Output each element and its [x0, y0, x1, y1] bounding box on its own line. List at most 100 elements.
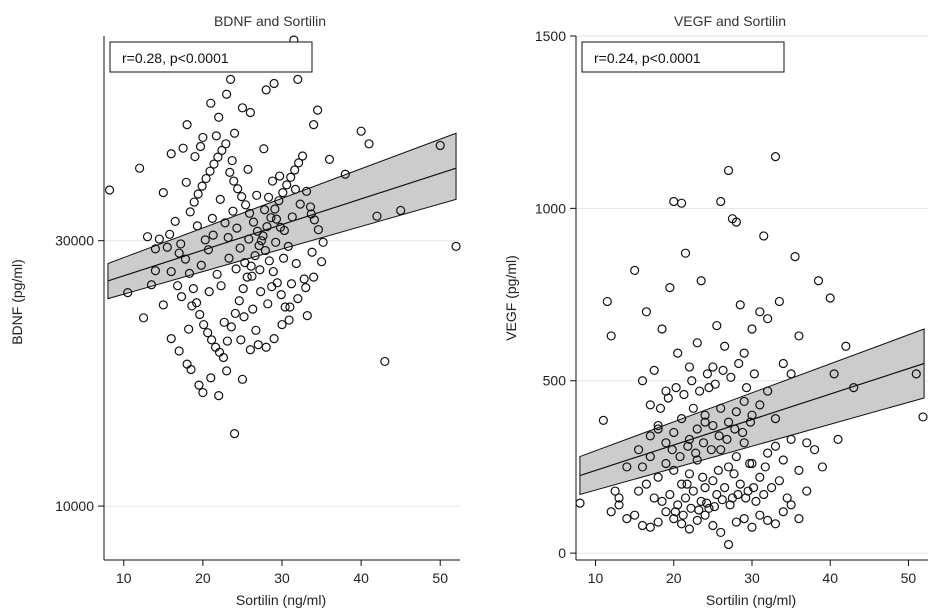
data-point: [219, 317, 229, 327]
data-point: [747, 324, 757, 334]
data-point: [809, 445, 820, 455]
data-point: [708, 420, 718, 431]
data-point: [206, 373, 216, 383]
data-point: [197, 181, 207, 191]
data-point: [285, 302, 295, 312]
data-point: [218, 352, 229, 363]
data-point: [211, 131, 221, 141]
data-point: [206, 335, 217, 345]
x-tick-label: 10: [116, 570, 132, 586]
data-point: [245, 107, 255, 118]
data-point: [637, 376, 648, 386]
data-point: [195, 309, 205, 320]
data-point: [759, 231, 769, 241]
data-point: [725, 500, 735, 510]
data-point: [760, 462, 770, 472]
data-point: [229, 176, 239, 186]
data-point: [778, 507, 788, 517]
data-point: [267, 282, 277, 292]
data-point: [704, 503, 714, 513]
data-point: [200, 235, 210, 245]
data-point: [264, 256, 274, 266]
data-point: [222, 336, 233, 346]
data-point: [229, 128, 240, 138]
annotation-box: [581, 41, 785, 73]
data-point: [203, 245, 214, 255]
data-point: [653, 424, 663, 434]
data-point: [268, 266, 278, 277]
x-tick-label: 30: [274, 570, 290, 586]
data-point: [710, 379, 720, 389]
data-point: [253, 340, 263, 350]
data-point: [763, 515, 773, 525]
data-point: [250, 251, 260, 261]
data-point: [716, 403, 726, 413]
data-point: [222, 89, 232, 99]
data-point: [751, 496, 761, 506]
data-point: [700, 417, 710, 427]
data-point: [665, 283, 675, 293]
data-point: [196, 260, 206, 270]
data-point: [731, 217, 741, 227]
data-point: [745, 417, 756, 427]
data-point: [248, 217, 259, 227]
data-point: [261, 85, 271, 95]
data-point: [154, 234, 164, 244]
data-point: [714, 431, 724, 441]
data-point: [259, 144, 269, 154]
data-point: [254, 240, 264, 251]
data-point: [223, 232, 233, 243]
x-axis-label: Sortilin (ng/ml): [236, 592, 326, 608]
data-point: [165, 229, 175, 239]
data-point: [678, 510, 688, 520]
data-point: [195, 141, 206, 152]
data-point: [231, 264, 241, 274]
data-point: [735, 300, 745, 310]
data-point: [720, 483, 730, 493]
data-point: [786, 500, 796, 510]
y-tick-label: 1500: [535, 28, 566, 44]
data-point: [178, 143, 188, 153]
data-point: [700, 483, 710, 493]
data-point: [170, 216, 180, 226]
data-point: [755, 307, 765, 317]
data-point: [213, 152, 223, 162]
confidence-band: [107, 132, 457, 300]
data-point: [733, 489, 743, 500]
data-point: [739, 514, 749, 524]
data-point: [770, 519, 781, 529]
data-point: [204, 286, 214, 297]
data-point: [189, 197, 199, 207]
data-point: [614, 493, 624, 503]
data-point: [691, 448, 701, 458]
data-point: [747, 410, 757, 420]
data-point: [166, 266, 176, 277]
data-point: [166, 149, 176, 159]
data-point: [276, 289, 286, 300]
data-point: [676, 479, 687, 489]
data-point: [713, 465, 723, 475]
data-point: [649, 493, 659, 503]
data-point: [774, 296, 784, 307]
data-point: [263, 299, 273, 309]
data-point: [770, 441, 781, 451]
data-point: [770, 152, 781, 162]
data-point: [702, 498, 712, 508]
x-tick-label: 20: [666, 570, 682, 586]
data-point: [230, 308, 240, 319]
data-point: [242, 272, 252, 282]
data-point: [252, 226, 263, 236]
data-point: [214, 112, 224, 122]
data-point: [653, 472, 663, 482]
data-point: [302, 311, 312, 321]
data-point: [256, 286, 266, 297]
data-point: [324, 154, 335, 165]
data-point: [700, 510, 710, 520]
data-point: [226, 322, 236, 332]
data-point: [717, 495, 727, 505]
data-point: [290, 184, 301, 194]
data-point: [247, 271, 257, 281]
data-point: [235, 243, 245, 253]
data-point: [622, 462, 632, 472]
